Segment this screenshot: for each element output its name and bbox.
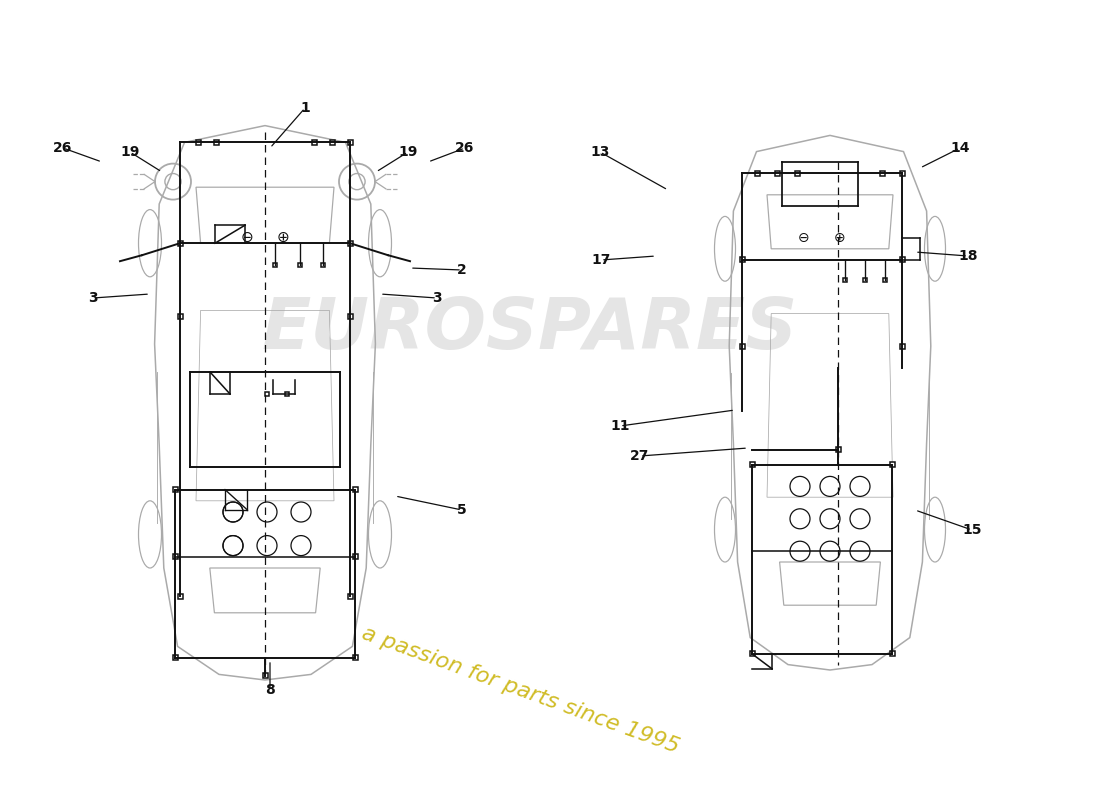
Bar: [173, 554, 177, 559]
Bar: [311, 140, 317, 145]
Bar: [177, 594, 183, 598]
Text: ⊖: ⊖: [241, 230, 253, 245]
Bar: [273, 263, 277, 267]
Bar: [348, 314, 352, 318]
Bar: [749, 462, 755, 467]
Bar: [348, 140, 352, 145]
Text: ⊕: ⊕: [276, 230, 289, 245]
Text: 5: 5: [458, 503, 466, 517]
Text: 19: 19: [398, 145, 418, 159]
Bar: [263, 673, 267, 678]
Text: ⊖: ⊖: [799, 231, 810, 245]
Bar: [348, 594, 352, 598]
Bar: [213, 140, 219, 145]
Text: 11: 11: [610, 419, 629, 433]
Text: 15: 15: [962, 523, 981, 537]
Bar: [900, 343, 904, 349]
Text: 13: 13: [591, 145, 609, 159]
Bar: [794, 170, 800, 176]
Bar: [196, 140, 200, 145]
Bar: [755, 170, 759, 176]
Text: 2: 2: [458, 263, 466, 277]
Bar: [265, 392, 269, 396]
Bar: [749, 651, 755, 656]
Text: 26: 26: [53, 141, 73, 155]
Bar: [177, 314, 183, 318]
Text: 27: 27: [630, 449, 650, 463]
Bar: [774, 170, 780, 176]
Text: 1: 1: [300, 101, 310, 115]
Bar: [900, 170, 904, 176]
Bar: [285, 392, 289, 396]
Text: EUROSPARES: EUROSPARES: [262, 295, 799, 365]
Bar: [348, 241, 352, 246]
Bar: [173, 655, 177, 660]
Bar: [864, 278, 867, 282]
Bar: [177, 241, 183, 246]
Bar: [352, 487, 358, 492]
Text: 14: 14: [950, 141, 970, 155]
Text: 19: 19: [120, 145, 140, 159]
Text: 3: 3: [88, 291, 98, 305]
Text: 17: 17: [592, 253, 611, 267]
Bar: [883, 278, 887, 282]
Bar: [298, 263, 302, 267]
Text: 3: 3: [432, 291, 442, 305]
Bar: [330, 140, 334, 145]
Bar: [880, 170, 884, 176]
Text: a passion for parts since 1995: a passion for parts since 1995: [359, 623, 682, 757]
Text: ⊕: ⊕: [834, 231, 846, 245]
Bar: [843, 278, 847, 282]
Bar: [173, 487, 177, 492]
Bar: [352, 655, 358, 660]
Bar: [321, 263, 324, 267]
Bar: [890, 462, 894, 467]
Bar: [836, 447, 840, 452]
Text: 18: 18: [958, 249, 978, 263]
Bar: [900, 257, 904, 262]
Text: 8: 8: [265, 683, 275, 697]
Bar: [739, 343, 745, 349]
Bar: [352, 554, 358, 559]
Bar: [739, 257, 745, 262]
Text: 26: 26: [455, 141, 475, 155]
Bar: [890, 651, 894, 656]
